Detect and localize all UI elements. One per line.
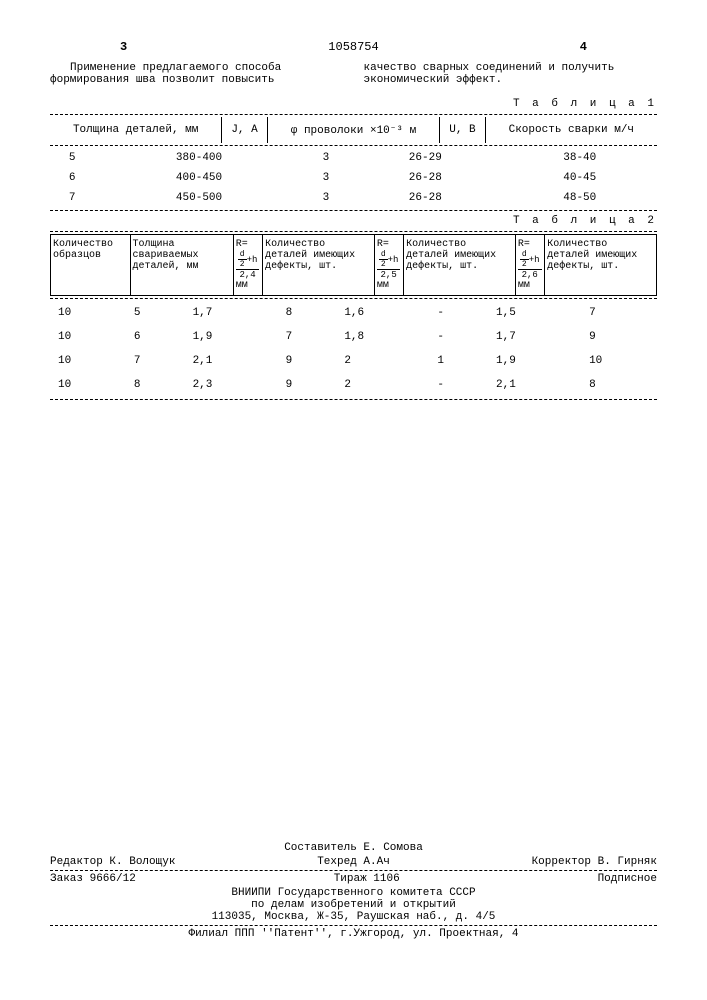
- divider: [50, 210, 657, 211]
- table-row: 1082,392-2,18: [50, 373, 657, 397]
- table-cell: 9: [581, 325, 657, 349]
- footer-address1: 113035, Москва, Ж-35, Раушская наб., д. …: [50, 911, 657, 923]
- table1: Толщина деталей, ммJ, Aφ проволоки ×10⁻³…: [50, 117, 657, 143]
- table-cell: 9: [278, 349, 337, 373]
- table-cell: 1,8: [336, 325, 429, 349]
- divider: [50, 231, 657, 232]
- page-num-right: 4: [580, 40, 587, 54]
- table-cell: -: [429, 325, 488, 349]
- footer-order: Заказ 9666/12: [50, 873, 136, 885]
- table-cell: 7: [278, 325, 337, 349]
- footer-editor: Редактор К. Волощук: [50, 856, 175, 868]
- table-row: 1051,781,6-1,57: [50, 301, 657, 325]
- table-cell: 40-45: [503, 168, 657, 188]
- page-num-left: 3: [120, 40, 127, 54]
- table-cell: 7: [126, 349, 185, 373]
- table1-header: Скорость сварки м/ч: [485, 117, 657, 143]
- table1-header: φ проволоки ×10⁻³ м: [267, 117, 440, 143]
- table-cell: 1,5: [488, 301, 581, 325]
- table-cell: 8: [278, 301, 337, 325]
- table-cell: 3: [304, 148, 348, 168]
- table-cell: 48-50: [503, 188, 657, 208]
- table2-header: R=d2+h2,6мм: [515, 235, 544, 296]
- table2-header: R=d2+h2,5мм: [374, 235, 403, 296]
- table-cell: 1,9: [488, 349, 581, 373]
- footer-org1: ВНИИПИ Государственного комитета СССР: [50, 887, 657, 899]
- table-cell: 6: [50, 168, 94, 188]
- table-row: 1061,971,8-1,79: [50, 325, 657, 349]
- table-cell: 38-40: [503, 148, 657, 168]
- table-row: 5380-400326-2938-40: [50, 148, 657, 168]
- table-cell: 1,9: [185, 325, 278, 349]
- table1-label: Т а б л и ц а 1: [50, 98, 657, 110]
- table-cell: 26-28: [348, 188, 502, 208]
- table-cell: 8: [126, 373, 185, 397]
- footer-compiler: Составитель Е. Сомова: [50, 842, 657, 854]
- divider: [50, 114, 657, 115]
- table-cell: 7: [581, 301, 657, 325]
- divider: [50, 399, 657, 400]
- table-cell: 10: [581, 349, 657, 373]
- table-cell: 26-28: [348, 168, 502, 188]
- table-row: 6400-450326-2840-45: [50, 168, 657, 188]
- table-cell: 5: [50, 148, 94, 168]
- table-cell: 3: [304, 188, 348, 208]
- table1-header: Толщина деталей, мм: [50, 117, 222, 143]
- table-row: 1072,19211,910: [50, 349, 657, 373]
- table-cell: 1,6: [336, 301, 429, 325]
- table2-header: Количество деталей имеющих дефекты, шт.: [545, 235, 657, 296]
- table-row: 7450-500326-2848-50: [50, 188, 657, 208]
- divider: [50, 298, 657, 299]
- table2-header: R=d2+h2,4мм: [233, 235, 262, 296]
- table-cell: 2,3: [185, 373, 278, 397]
- table-cell: 1,7: [185, 301, 278, 325]
- intro-text-right: качество сварных соединений и получить э…: [364, 62, 658, 86]
- table2-label: Т а б л и ц а 2: [50, 215, 657, 227]
- footer: Составитель Е. Сомова Редактор К. Волощу…: [50, 842, 657, 940]
- table2: Количество образцовТолщина свариваемых д…: [50, 234, 657, 296]
- table1-header: J, A: [222, 117, 267, 143]
- table2-header: Количество образцов: [51, 235, 131, 296]
- table2-body: 1051,781,6-1,571061,971,8-1,791072,19211…: [50, 301, 657, 397]
- table-cell: 2: [336, 373, 429, 397]
- table-cell: 2,1: [488, 373, 581, 397]
- table2-header: Количество деталей имеющих дефекты, шт.: [404, 235, 516, 296]
- footer-circulation: Тираж 1106: [334, 873, 400, 885]
- table-cell: 10: [50, 373, 126, 397]
- table-cell: 400-450: [94, 168, 304, 188]
- table-cell: 9: [278, 373, 337, 397]
- table1-header: U, B: [440, 117, 485, 143]
- table2-header: Толщина свариваемых деталей, мм: [130, 235, 233, 296]
- table-cell: 1: [429, 349, 488, 373]
- footer-subscription: Подписное: [598, 873, 657, 885]
- divider: [50, 925, 657, 926]
- table-cell: 8: [581, 373, 657, 397]
- table-cell: 1,7: [488, 325, 581, 349]
- table-cell: 7: [50, 188, 94, 208]
- footer-branch: Филиал ППП ''Патент'', г.Ужгород, ул. Пр…: [50, 928, 657, 940]
- table-cell: -: [429, 373, 488, 397]
- divider: [50, 145, 657, 146]
- table1-body: 5380-400326-2938-406400-450326-2840-4574…: [50, 148, 657, 208]
- footer-org2: по делам изобретений и открытий: [50, 899, 657, 911]
- table-cell: 26-29: [348, 148, 502, 168]
- table-cell: 450-500: [94, 188, 304, 208]
- table-cell: 2: [336, 349, 429, 373]
- divider: [50, 870, 657, 871]
- footer-corrector: Корректор В. Гирняк: [532, 856, 657, 868]
- intro-text-left: Применение предлагаемого способа формиро…: [50, 62, 344, 86]
- table-cell: 380-400: [94, 148, 304, 168]
- table-cell: 5: [126, 301, 185, 325]
- table-cell: 6: [126, 325, 185, 349]
- table-cell: 10: [50, 325, 126, 349]
- table-cell: 3: [304, 168, 348, 188]
- document-number: 1058754: [328, 40, 378, 54]
- footer-techred: Техред А.Ач: [317, 856, 390, 868]
- table2-header: Количество деталей имеющих дефекты, шт.: [263, 235, 375, 296]
- table-cell: 10: [50, 301, 126, 325]
- table-cell: -: [429, 301, 488, 325]
- table-cell: 10: [50, 349, 126, 373]
- table-cell: 2,1: [185, 349, 278, 373]
